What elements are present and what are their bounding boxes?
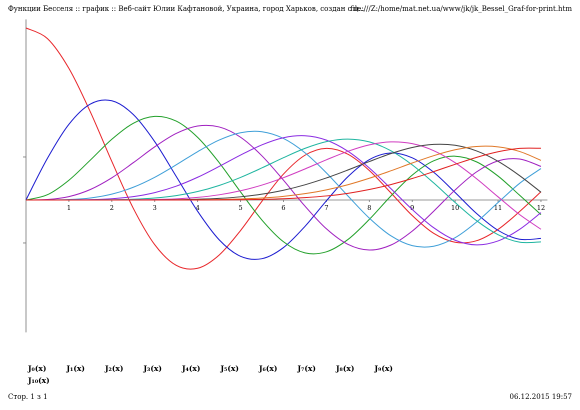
bessel-curve (25, 143, 542, 201)
bessel-curve (25, 115, 542, 255)
x-tick-label: 6 (281, 204, 285, 212)
x-tick-label: 12 (537, 204, 545, 212)
x-tick-label: 2 (110, 204, 114, 212)
legend-entry: J₈(x) (335, 364, 354, 373)
legend-entry: J₁₀(x) (27, 376, 50, 385)
bessel-curve (25, 130, 542, 248)
page-url: file:///Z:/home/mat.net.ua/www/jk/jk_Bes… (350, 5, 572, 13)
x-tick-label: 11 (494, 204, 502, 212)
page-number: Стор. 1 з 1 (8, 393, 48, 401)
x-tick-label: 3 (153, 204, 157, 212)
bessel-curve (25, 27, 542, 270)
x-tick-label: 10 (451, 204, 459, 212)
legend-entry: J₆(x) (258, 364, 277, 373)
legend-entry: J₄(x) (181, 364, 200, 373)
legend-entry: J₀(x) (27, 364, 46, 373)
legend-entry: J₇(x) (297, 364, 316, 373)
x-tick-label: 9 (410, 204, 414, 212)
x-tick-label: 4 (196, 204, 200, 212)
page-title: Функции Бесселя :: график :: Веб-сайт Юл… (8, 5, 365, 13)
bessel-curve (25, 138, 541, 244)
legend-entry: J₅(x) (220, 364, 239, 373)
legend-entry: J₁(x) (66, 364, 85, 373)
legend-entry: J₉(x) (374, 364, 393, 373)
legend-entry: J₃(x) (143, 364, 162, 373)
x-tick-label: 7 (324, 204, 328, 212)
x-tick-label: 5 (238, 204, 242, 212)
x-tick-label: 8 (367, 204, 371, 212)
bessel-curve (25, 147, 541, 201)
bessel-curve (25, 99, 541, 260)
bessel-curve (25, 145, 542, 201)
bessel-curve (25, 124, 542, 251)
print-date: 06.12.2015 19:57 (510, 393, 572, 401)
bessel-curve (25, 135, 542, 246)
bessel-curve (25, 141, 542, 230)
legend-entry: J₂(x) (104, 364, 123, 373)
x-tick-label: 1 (67, 204, 71, 212)
